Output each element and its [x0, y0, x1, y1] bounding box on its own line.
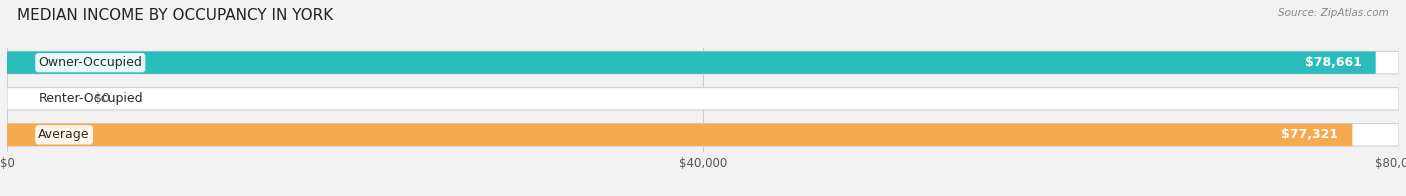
Text: $77,321: $77,321: [1281, 128, 1339, 141]
FancyBboxPatch shape: [7, 124, 1399, 146]
Text: Owner-Occupied: Owner-Occupied: [38, 56, 142, 69]
FancyBboxPatch shape: [7, 124, 1353, 146]
FancyBboxPatch shape: [7, 52, 1399, 74]
Text: Average: Average: [38, 128, 90, 141]
Text: $78,661: $78,661: [1305, 56, 1362, 69]
Text: Renter-Occupied: Renter-Occupied: [38, 92, 143, 105]
Text: $0: $0: [94, 92, 110, 105]
FancyBboxPatch shape: [7, 88, 1399, 110]
Text: Source: ZipAtlas.com: Source: ZipAtlas.com: [1278, 8, 1389, 18]
FancyBboxPatch shape: [7, 52, 1375, 74]
Text: MEDIAN INCOME BY OCCUPANCY IN YORK: MEDIAN INCOME BY OCCUPANCY IN YORK: [17, 8, 333, 23]
